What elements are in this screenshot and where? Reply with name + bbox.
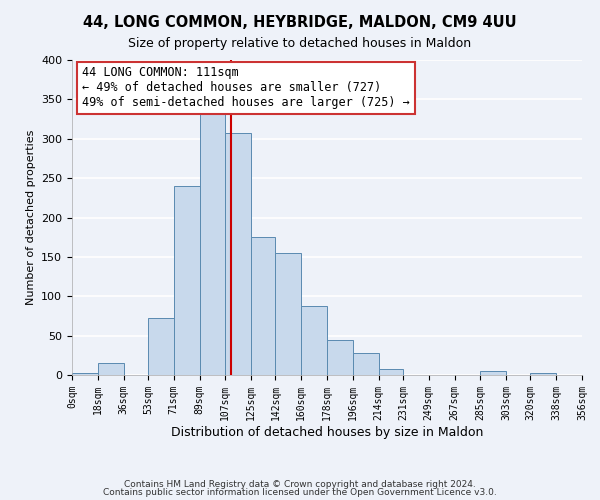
Text: Size of property relative to detached houses in Maldon: Size of property relative to detached ho… xyxy=(128,38,472,51)
Bar xyxy=(251,237,275,375)
Bar xyxy=(174,186,199,375)
Text: 44 LONG COMMON: 111sqm
← 49% of detached houses are smaller (727)
49% of semi-de: 44 LONG COMMON: 111sqm ← 49% of detached… xyxy=(82,66,410,110)
Bar xyxy=(98,363,124,375)
X-axis label: Distribution of detached houses by size in Maldon: Distribution of detached houses by size … xyxy=(171,426,483,438)
Bar xyxy=(353,353,379,375)
Text: 44, LONG COMMON, HEYBRIDGE, MALDON, CM9 4UU: 44, LONG COMMON, HEYBRIDGE, MALDON, CM9 … xyxy=(83,15,517,30)
Bar xyxy=(72,372,98,375)
Bar xyxy=(379,370,403,375)
Bar xyxy=(199,111,225,375)
Bar xyxy=(275,253,301,375)
Text: Contains public sector information licensed under the Open Government Licence v3: Contains public sector information licen… xyxy=(103,488,497,497)
Bar xyxy=(225,133,251,375)
Bar xyxy=(530,372,556,375)
Y-axis label: Number of detached properties: Number of detached properties xyxy=(26,130,35,305)
Bar xyxy=(148,318,174,375)
Text: Contains HM Land Registry data © Crown copyright and database right 2024.: Contains HM Land Registry data © Crown c… xyxy=(124,480,476,489)
Bar xyxy=(301,306,327,375)
Bar xyxy=(480,371,506,375)
Bar xyxy=(327,340,353,375)
